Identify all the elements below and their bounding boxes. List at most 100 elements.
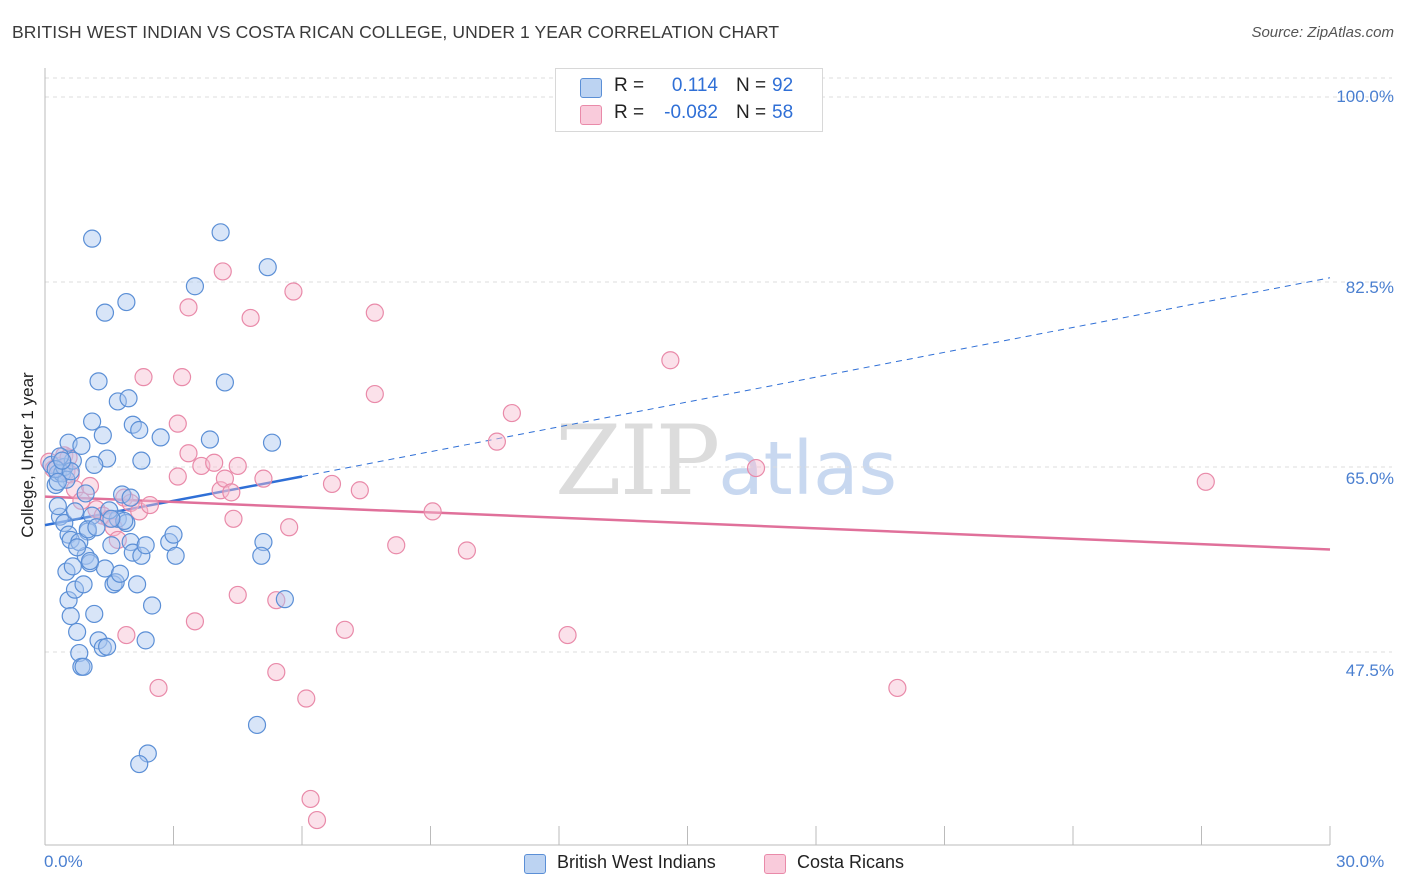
data-point-costa-ricans	[140, 495, 160, 515]
trend-line-british-west-indians-dashed	[301, 277, 1331, 478]
y-axis-title: College, Under 1 year	[18, 372, 37, 538]
data-point-costa-ricans	[117, 625, 136, 645]
r-value: -0.082	[664, 102, 718, 123]
legend-item-costa-ricans[interactable]: Costa Ricans	[764, 852, 944, 876]
data-point-british-west-indians	[53, 451, 72, 470]
data-point-british-west-indians	[63, 557, 82, 576]
data-point-costa-ricans	[185, 612, 205, 631]
data-point-british-west-indians	[258, 258, 277, 277]
data-point-british-west-indians	[72, 436, 91, 455]
data-point-costa-ricans	[179, 444, 198, 463]
data-point-british-west-indians	[132, 546, 151, 565]
correlation-stats-box: R = 0.114 N = 92 R = -0.082 N = 58	[555, 68, 823, 132]
data-point-costa-ricans	[661, 351, 680, 370]
data-point-costa-ricans	[254, 469, 273, 488]
data-point-british-west-indians	[142, 596, 162, 615]
data-point-british-west-indians	[65, 502, 85, 521]
data-point-british-west-indians	[48, 472, 67, 491]
data-point-british-west-indians	[76, 484, 95, 503]
watermark-zip: ZIP	[555, 405, 720, 517]
data-point-british-west-indians	[130, 420, 149, 440]
data-points	[40, 223, 1215, 830]
data-point-british-west-indians	[211, 223, 230, 242]
data-point-british-west-indians	[85, 455, 104, 474]
data-point-costa-ricans	[350, 481, 369, 500]
data-point-british-west-indians	[55, 513, 74, 533]
data-point-costa-ricans	[222, 483, 241, 502]
data-point-british-west-indians	[106, 573, 125, 592]
data-point-british-west-indians	[102, 536, 121, 555]
data-point-british-west-indians	[74, 657, 93, 676]
data-point-british-west-indians	[254, 532, 273, 552]
data-point-british-west-indians	[185, 277, 205, 296]
data-point-costa-ricans	[746, 458, 766, 478]
x-tick-label-max: 30.0%	[1336, 852, 1385, 871]
data-point-costa-ricans	[267, 662, 286, 682]
data-point-british-west-indians	[130, 754, 149, 774]
data-point-costa-ricans	[387, 536, 406, 555]
data-point-british-west-indians	[136, 536, 155, 555]
data-point-british-west-indians	[89, 372, 108, 391]
pink-swatch	[580, 105, 602, 125]
data-point-british-west-indians	[215, 373, 234, 392]
source-credit: Source: ZipAtlas.com	[1251, 24, 1394, 41]
data-point-british-west-indians	[85, 604, 104, 624]
data-point-british-west-indians	[110, 564, 130, 583]
data-point-british-west-indians	[119, 389, 138, 408]
data-point-costa-ricans	[365, 384, 384, 404]
data-point-costa-ricans	[487, 432, 506, 451]
trend-lines	[44, 277, 1331, 551]
data-point-british-west-indians	[164, 525, 183, 544]
legend-blue-swatch	[524, 854, 546, 874]
data-point-british-west-indians	[80, 551, 100, 571]
n-label: N =	[736, 102, 767, 123]
x-tick-label-min: 0.0%	[44, 852, 83, 871]
data-point-british-west-indians	[200, 430, 220, 449]
y-tick-label-82-5: 82.5%	[1345, 278, 1394, 297]
data-point-costa-ricans	[179, 298, 198, 317]
stats-row-costa-ricans: R = -0.082 N = 58	[556, 102, 822, 128]
legend-label: British West Indians	[557, 852, 716, 872]
legend-item-british-west-indians[interactable]: British West Indians	[524, 852, 754, 876]
data-point-costa-ricans	[228, 585, 247, 605]
data-point-british-west-indians	[121, 488, 140, 507]
data-point-costa-ricans	[423, 502, 442, 521]
r-label: R =	[614, 75, 645, 96]
data-point-british-west-indians	[95, 303, 115, 322]
data-point-british-west-indians	[61, 606, 80, 626]
data-point-british-west-indians	[65, 580, 85, 599]
blue-swatch	[580, 78, 602, 98]
data-point-costa-ricans	[888, 678, 907, 698]
data-point-costa-ricans	[307, 810, 327, 830]
data-point-costa-ricans	[241, 308, 260, 328]
data-point-costa-ricans	[297, 689, 316, 708]
data-point-costa-ricans	[224, 509, 243, 528]
data-point-british-west-indians	[46, 475, 65, 495]
data-point-british-west-indians	[83, 229, 102, 248]
n-label: N =	[736, 75, 767, 96]
n-value: 92	[772, 75, 794, 96]
data-point-costa-ricans	[322, 474, 342, 494]
data-point-british-west-indians	[68, 622, 87, 642]
data-point-british-west-indians	[87, 518, 106, 537]
chart-title: BRITISH WEST INDIAN VS COSTA RICAN COLLE…	[12, 22, 780, 42]
legend-label: Costa Ricans	[797, 852, 905, 872]
data-point-costa-ricans	[365, 303, 384, 322]
data-point-british-west-indians	[136, 631, 155, 650]
data-point-british-west-indians	[102, 509, 121, 528]
data-point-british-west-indians	[70, 643, 89, 663]
data-point-british-west-indians	[108, 392, 127, 411]
data-point-british-west-indians	[127, 575, 147, 594]
data-point-british-west-indians	[83, 506, 102, 525]
r-value: 0.114	[671, 75, 718, 96]
data-point-costa-ricans	[502, 403, 521, 423]
data-point-costa-ricans	[172, 368, 192, 387]
data-point-costa-ricans	[301, 789, 320, 809]
r-label: R =	[614, 102, 645, 123]
y-tick-label-65: 65.0%	[1345, 469, 1394, 488]
data-point-costa-ricans	[558, 625, 577, 645]
n-value: 58	[772, 102, 794, 123]
axes	[44, 68, 1331, 846]
data-point-costa-ricans	[134, 368, 153, 387]
